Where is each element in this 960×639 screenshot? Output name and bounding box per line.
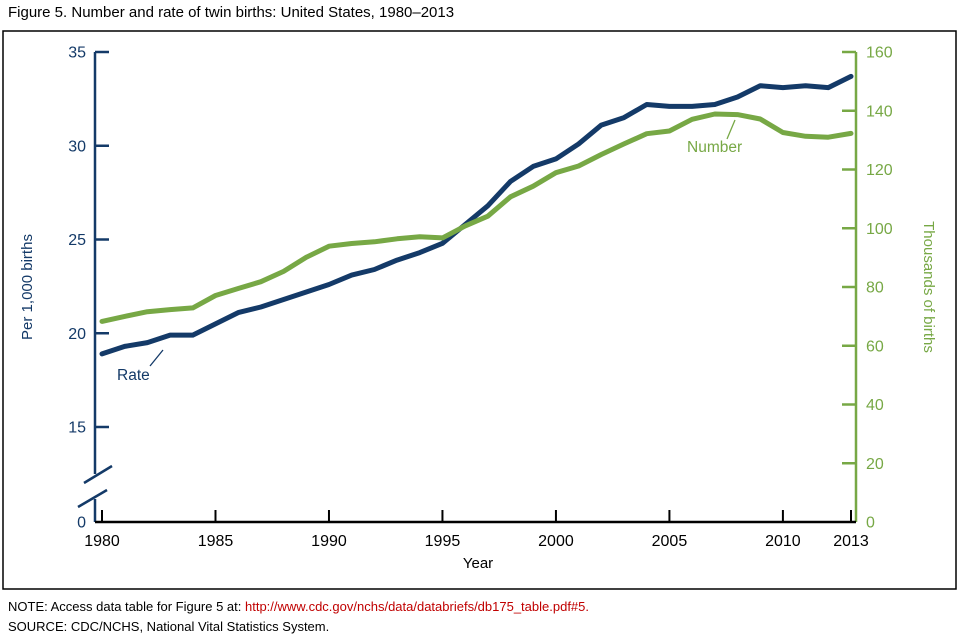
right-axis-title: Thousands of births [920,221,937,353]
right-axis-tick-label: 60 [866,338,884,355]
x-axis-tick-label: 1985 [198,533,234,550]
x-axis-tick-label: 2010 [765,533,801,550]
x-axis-tick-label: 2000 [538,533,574,550]
right-axis-tick-label: 40 [866,397,884,414]
left-axis-tick-label: 30 [68,138,86,155]
right-axis-tick-label: 140 [866,103,893,120]
left-axis-tick-label: 0 [77,515,86,532]
left-axis-tick-label: 15 [68,420,86,437]
left-axis: 35 30 25 20 15 0 Per 1,000 births [19,45,113,532]
right-axis-tick-label: 100 [866,221,893,238]
chart-border [2,30,957,590]
x-axis-tick-label: 2013 [833,533,869,550]
rate-label-leader [149,349,164,367]
axis-break-slash [77,488,108,509]
rate-series-label: Rate [117,367,150,384]
number-label-leader [726,119,736,140]
figure-source: SOURCE: CDC/NCHS, National Vital Statist… [8,619,330,634]
right-axis-tick-label: 160 [866,45,893,62]
figure-title: Figure 5. Number and rate of twin births… [8,4,455,21]
left-axis-tick-label: 35 [68,45,86,62]
number-series-label: Number [687,139,742,156]
left-axis-title: Per 1,000 births [19,234,36,340]
number-line [99,111,854,324]
x-axis-tick-label: 2005 [652,533,688,550]
x-axis-tick-label: 1995 [425,533,461,550]
right-axis-tick-label: 120 [866,162,893,179]
x-axis-tick-label: 1980 [84,533,120,550]
right-axis-tick-label: 80 [866,280,884,297]
x-axis-tick-label: 1990 [311,533,347,550]
right-axis-tick-label: 20 [866,456,884,473]
right-axis: 160 140 120 100 80 60 40 20 0 Thousands of births [842,45,937,532]
figure-note: NOTE: Access data table for Figure 5 at:… [8,599,589,614]
x-axis-title: Year [463,555,493,572]
note-text: NOTE: Access data table for Figure 5 at: [8,599,245,614]
rate-line [99,73,854,357]
x-axis: 1980 1985 1990 1995 2000 2005 2010 2013 Year [84,510,869,572]
axis-break-slash [83,464,113,485]
note-data-table-link[interactable]: http://www.cdc.gov/nchs/data/databriefs/… [245,599,590,614]
left-axis-tick-label: 20 [68,326,86,343]
left-axis-tick-label: 25 [68,232,86,249]
right-axis-tick-label: 0 [866,515,875,532]
